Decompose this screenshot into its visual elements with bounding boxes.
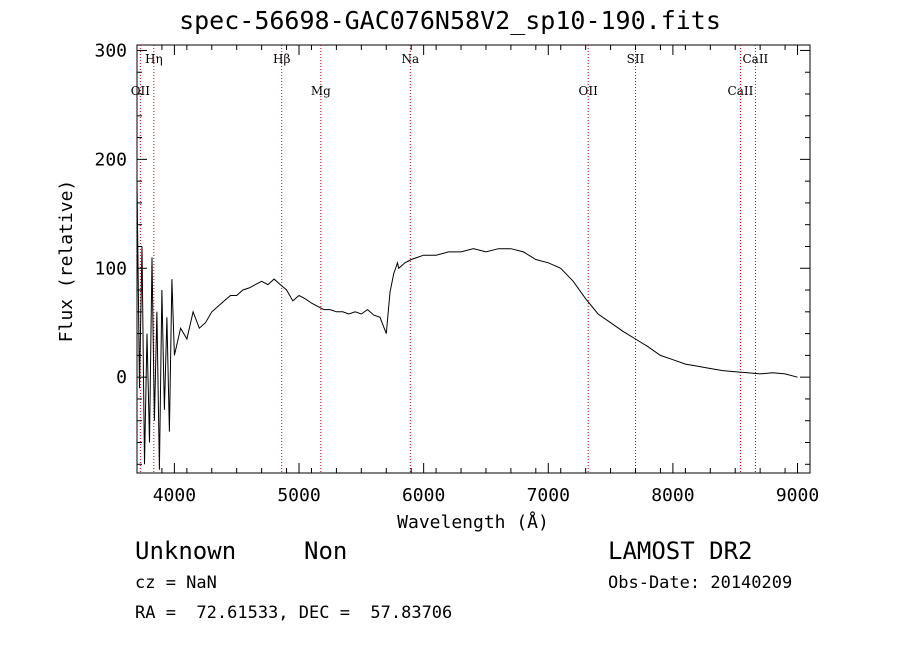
line-marker-label: Hη <box>145 52 163 66</box>
x-tick-label: 7000 <box>527 485 570 506</box>
x-tick-label: 4000 <box>153 485 196 506</box>
line-marker-label: OII <box>578 84 598 98</box>
spectrum-series <box>136 181 798 470</box>
x-tick-label: 8000 <box>651 485 694 506</box>
object-class: Unknown <box>135 537 237 565</box>
axis-ticks: 4000 5000 6000 7000 8000 9000 0 100 200 300 <box>94 40 819 506</box>
y-tick-label: 100 <box>94 258 127 279</box>
line-marker-label: SII <box>627 52 645 66</box>
y-tick-label: 300 <box>94 40 127 61</box>
line-marker-label: CaII <box>728 84 754 98</box>
y-tick-label: 0 <box>116 367 127 388</box>
plot-frame <box>136 44 811 474</box>
line-marker-label: Hβ <box>273 52 290 66</box>
line-marker-label: Mg <box>311 84 331 98</box>
survey-name: LAMOST DR2 <box>608 537 753 565</box>
x-tick-label: 5000 <box>277 485 320 506</box>
line-markers: Hη OII Hβ Mg Na OII SII CaII CaII <box>131 45 769 473</box>
redshift-cz: cz = NaN <box>135 573 217 593</box>
observation-date: Obs-Date: 20140209 <box>608 573 793 593</box>
object-subclass: Non <box>304 537 348 565</box>
chart-title: spec-56698-GAC076N58V2_sp10-190.fits <box>179 6 721 35</box>
line-marker-label: Na <box>401 52 419 66</box>
y-axis-label: Flux (relative) <box>56 180 77 343</box>
x-tick-label: 9000 <box>776 485 819 506</box>
ra-dec-coordinates: RA = 72.61533, DEC = 57.83706 <box>135 603 453 623</box>
y-tick-label: 200 <box>94 149 127 170</box>
spectrum-line <box>136 181 798 470</box>
x-axis-label: Wavelength (Å) <box>397 511 549 533</box>
line-marker-label: OII <box>131 84 151 98</box>
x-tick-label: 6000 <box>402 485 445 506</box>
line-marker-label: CaII <box>742 52 768 66</box>
